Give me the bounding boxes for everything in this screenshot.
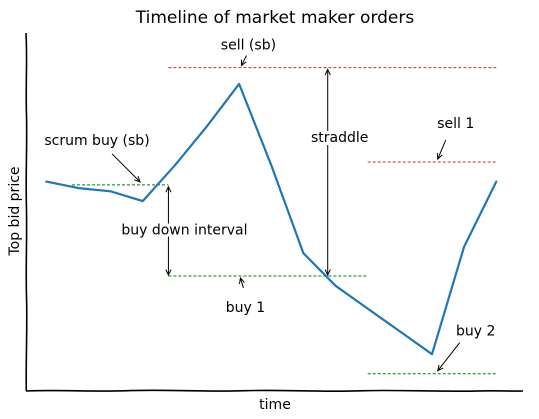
buy-1-arrow [238,276,245,289]
top-bid-price-line [45,82,498,356]
straddle-label: straddle [311,130,368,146]
buy-2-label: buy 2 [456,324,495,340]
sell-sb-arrow [240,55,247,67]
buy-1-label: buy 1 [226,300,265,316]
straddle-arrow [324,68,331,277]
sell-1-arrow [436,139,447,161]
x-axis-line [25,389,524,393]
buy-down-interval-label: buy down interval [121,222,247,238]
sell-1-label: sell 1 [437,116,474,132]
buy-down-interval-arrow [165,185,172,277]
scrum-buy-arrow [111,153,141,183]
y-axis-label: Top bid price [7,166,23,256]
sell-sb-label: sell (sb) [221,38,276,54]
y-axis-line [25,32,28,392]
scrum-buy-label: scrum buy (sb) [44,133,149,149]
chart-title: Timeline of market maker orders [135,8,415,28]
buy-2-arrow [437,342,461,372]
x-axis-label: time [259,397,291,413]
